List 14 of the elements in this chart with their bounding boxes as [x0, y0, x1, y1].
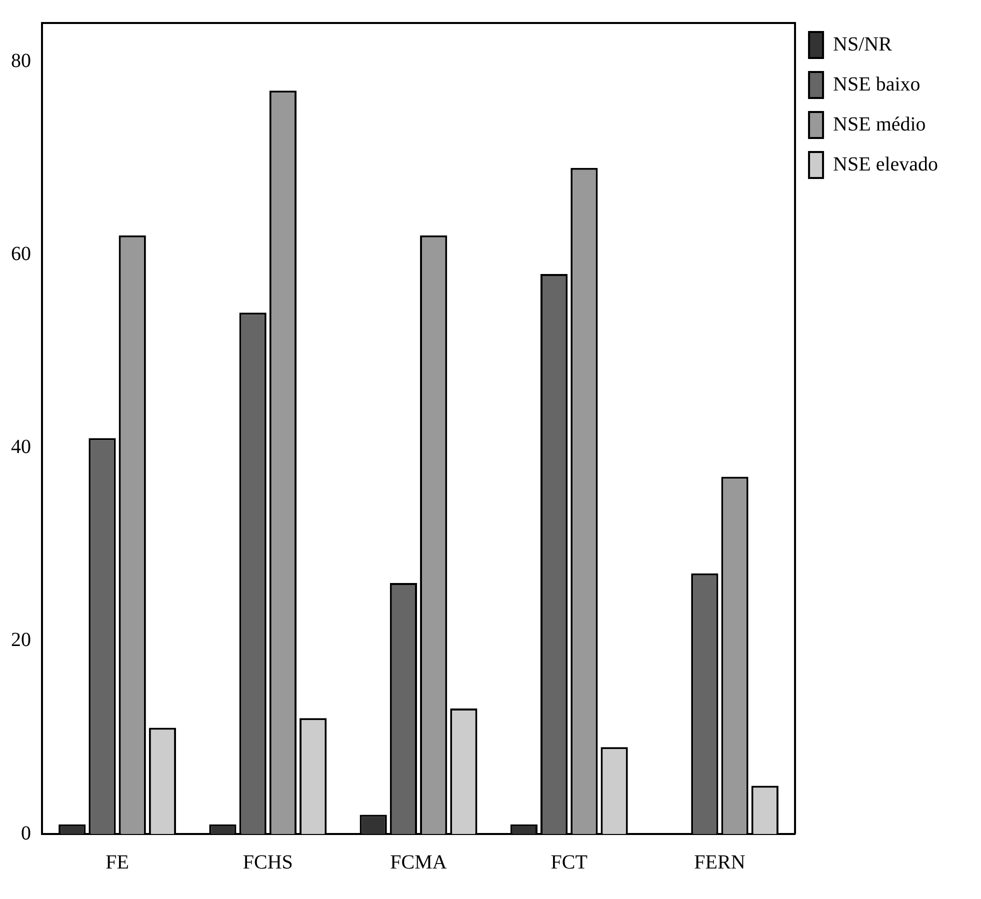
y-tick-label: 20 — [11, 629, 31, 652]
x-tick-label: FCMA — [390, 851, 448, 874]
x-tick-label: FERN — [694, 851, 746, 874]
y-tick-label: 0 — [21, 822, 31, 844]
x-tick-label: FCT — [550, 851, 588, 874]
x-tick-label: FCHS — [242, 851, 293, 874]
y-tick-label: 60 — [11, 242, 31, 265]
x-tick-label: FE — [106, 851, 129, 874]
legend-label: NSE baixo — [833, 73, 920, 96]
y-tick-label: 80 — [11, 50, 31, 72]
legend-label: NS/NR — [833, 33, 893, 56]
legend-label: NSE médio — [833, 113, 926, 136]
y-tick-label: 40 — [11, 436, 31, 458]
legend-label: NSE elevado — [833, 153, 938, 176]
